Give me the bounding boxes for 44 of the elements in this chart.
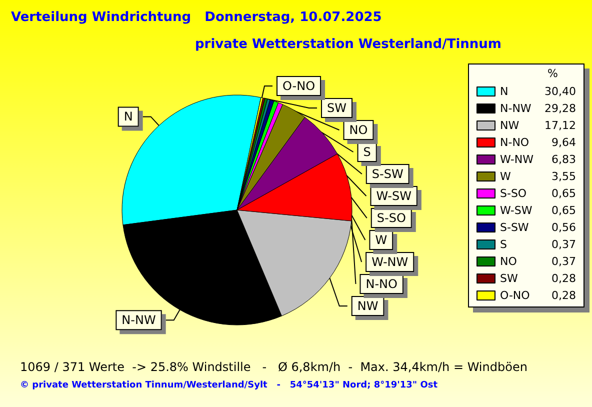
data-label: 0,56 [552, 221, 576, 234]
text: © private Wetterstation Tinnum/Westerland/Sylt - 54°54'13" Nord; 8°19'13" Ost [20, 380, 438, 390]
slice-label: NW [357, 299, 378, 314]
legend-label: N-NW [500, 102, 532, 115]
slice-label: N [124, 110, 133, 124]
legend-label: S [500, 238, 507, 251]
slice-label: S-SW [372, 167, 404, 182]
slice-label: S [363, 145, 371, 160]
legend-label: S-SW [500, 221, 529, 234]
legend-label: O-NO [500, 289, 530, 302]
slice-label: SW [327, 101, 347, 116]
legend-label: W [500, 170, 511, 183]
legend-title: % [548, 67, 558, 80]
data-label: 0,37 [552, 255, 576, 268]
chart-subtitle: private Wetterstation Westerland/Tinnum [195, 37, 502, 52]
data-label: 0,65 [552, 187, 576, 200]
legend-label: S-SO [500, 187, 527, 200]
data-label: 9,64 [552, 136, 576, 149]
slice-label: N-NO [366, 277, 398, 292]
data-label: 0,28 [552, 272, 576, 285]
data-label: 0,28 [552, 289, 576, 302]
data-label: 0,37 [552, 238, 576, 251]
legend-label: N-NO [500, 136, 530, 149]
data-label: 29,28 [544, 102, 576, 115]
slice-label: W [375, 233, 388, 248]
text: 1069 / 371 Werte -> 25.8% Windstille - Ø 6,8km/h - Max. 34,4km/h = Windböen [20, 360, 528, 374]
legend-label: N [500, 85, 508, 98]
legend-label: SW [500, 272, 518, 285]
slice-label: NO [349, 123, 368, 138]
slice-label: O-NO [282, 79, 316, 94]
slice-label: W-SW [376, 189, 412, 204]
slice-label: W-NW [372, 255, 408, 270]
slice-label: N-NW [122, 313, 156, 328]
legend-label: W-NW [500, 153, 534, 166]
legend-label: NW [500, 119, 520, 132]
chart-title: Verteilung Windrichtung Donnerstag, 10.07.2025 [11, 10, 382, 25]
data-label: 17,12 [544, 119, 576, 132]
data-label: 0,65 [552, 204, 576, 217]
data-label: 6,83 [552, 153, 576, 166]
legend-label: NO [500, 255, 518, 268]
data-label: 30,40 [544, 85, 576, 98]
slice-label: S-SO [376, 211, 406, 226]
data-label: 3,55 [552, 170, 576, 183]
legend-label: W-SW [500, 204, 532, 217]
